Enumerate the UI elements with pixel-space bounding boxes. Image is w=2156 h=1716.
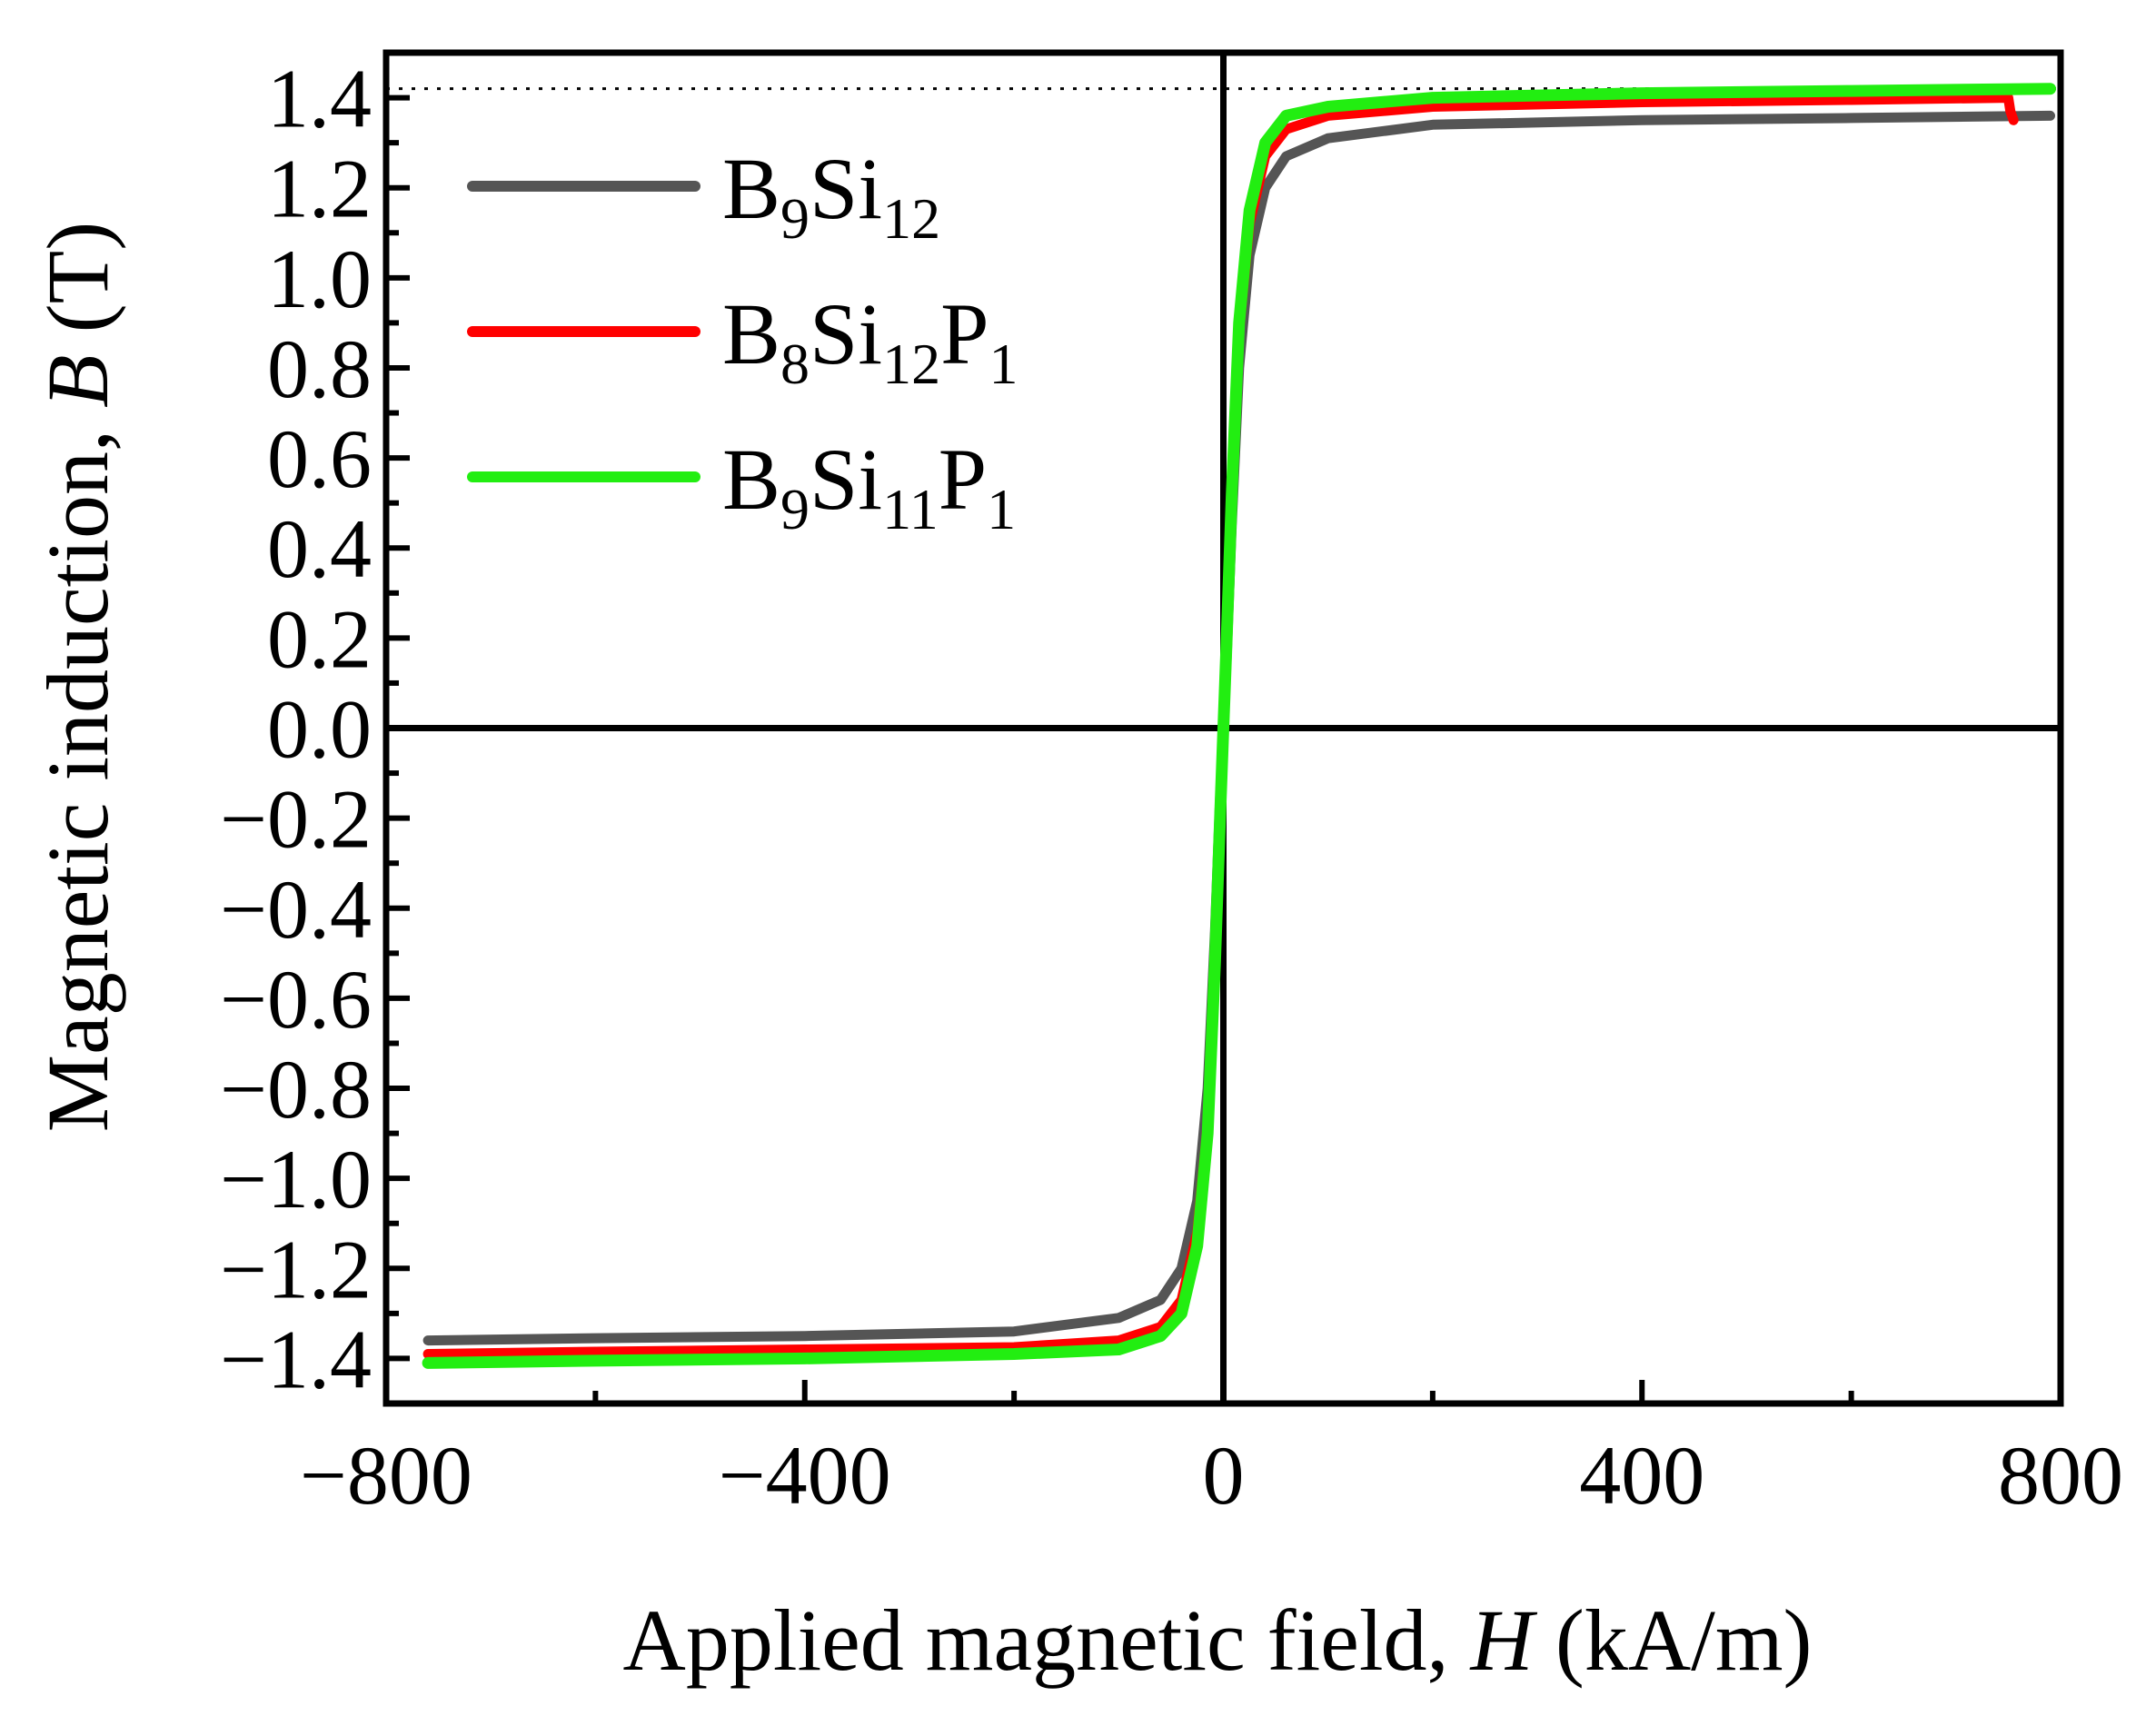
legend-label-B8Si12P1: B8Si12P1 [722,285,1018,396]
y-tick-label: 0.0 [267,683,372,776]
legend-label-B9Si11P1: B9Si11P1 [722,431,1016,541]
y-tick-label: 1.0 [267,233,372,325]
x-tick-label: 0 [1203,1429,1245,1522]
y-tick-label: −1.0 [220,1133,372,1225]
x-axis-title: Applied magnetic field, H (kA/m) [623,1592,1813,1689]
y-axis-title: Magnetic induction, B (T) [29,222,126,1132]
x-tick-label: 400 [1579,1429,1704,1522]
y-tick-label: 0.6 [267,412,372,505]
x-tick-label: −800 [300,1429,472,1522]
axes-layer: −800 −400 0 400 8001.41.21.00.80.60.40.20.0−… [220,49,2123,1522]
y-tick-label: −1.4 [220,1313,372,1405]
plot-layer [386,53,2061,1404]
y-tick-label: −0.8 [220,1043,372,1136]
series-line-B9Si11P1 [422,83,2056,1369]
legend-label-B9Si12: B9Si12 [722,140,940,251]
x-tick-label: −400 [719,1429,891,1522]
y-tick-label: −0.2 [220,773,372,866]
y-tick-label: 0.8 [267,322,372,415]
y-tick-label: −0.6 [220,953,372,1046]
y-tick-label: 1.4 [267,53,372,145]
y-tick-label: −1.2 [220,1223,372,1315]
x-tick-label: 800 [1998,1429,2123,1522]
y-tick-label: 0.2 [267,592,372,685]
y-tick-label: 0.4 [267,502,372,595]
y-tick-label: −0.4 [220,863,372,956]
y-tick-label: 1.2 [267,143,372,235]
legend: B9Si12 B8Si12P1 B9Si11P1 [467,140,1018,541]
